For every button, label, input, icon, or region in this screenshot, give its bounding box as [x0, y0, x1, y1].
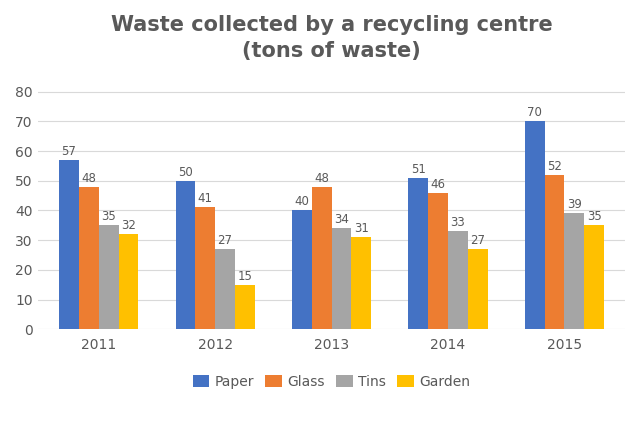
Text: 48: 48 [314, 172, 329, 185]
Text: 57: 57 [61, 145, 76, 158]
Text: 39: 39 [567, 198, 582, 211]
Text: 35: 35 [101, 210, 116, 223]
Text: 50: 50 [178, 166, 193, 179]
Text: 41: 41 [198, 192, 212, 205]
Bar [428, 193, 448, 329]
Bar [292, 211, 312, 329]
Bar [235, 284, 255, 329]
Text: 15: 15 [237, 270, 252, 283]
Legend: Paper, Glass, Tins, Garden: Paper, Glass, Tins, Garden [187, 369, 476, 394]
Bar [564, 213, 584, 329]
Bar [332, 228, 351, 329]
Text: 31: 31 [354, 222, 369, 235]
Bar [215, 249, 235, 329]
Text: 52: 52 [547, 160, 562, 173]
Bar [468, 249, 488, 329]
Bar [408, 178, 428, 329]
Bar [312, 187, 332, 329]
Text: 27: 27 [470, 234, 485, 247]
Title: Waste collected by a recycling centre
(tons of waste): Waste collected by a recycling centre (t… [111, 15, 552, 61]
Bar [175, 181, 195, 329]
Bar [79, 187, 99, 329]
Text: 27: 27 [218, 234, 232, 247]
Bar [59, 160, 79, 329]
Bar [584, 225, 604, 329]
Text: 33: 33 [451, 216, 465, 229]
Text: 46: 46 [431, 177, 445, 190]
Bar [525, 121, 545, 329]
Text: 70: 70 [527, 106, 542, 119]
Bar [118, 234, 138, 329]
Text: 32: 32 [121, 219, 136, 232]
Text: 48: 48 [81, 172, 96, 185]
Text: 35: 35 [587, 210, 602, 223]
Text: 34: 34 [334, 213, 349, 226]
Text: 51: 51 [411, 163, 426, 176]
Bar [351, 237, 371, 329]
Bar [99, 225, 118, 329]
Bar [545, 175, 564, 329]
Text: 40: 40 [294, 195, 309, 208]
Bar [448, 231, 468, 329]
Bar [195, 207, 215, 329]
